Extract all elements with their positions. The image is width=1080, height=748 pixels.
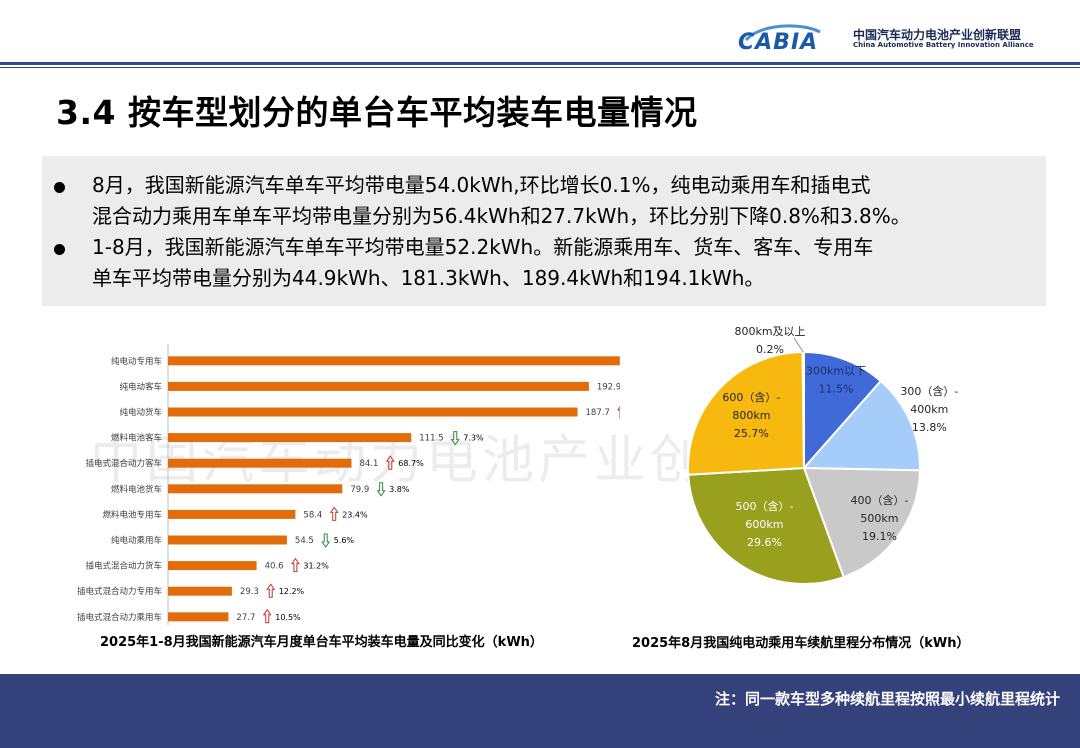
- bar-category-label: 纯电动客车: [119, 381, 162, 392]
- pie-value-label: 29.6%: [747, 536, 782, 549]
- bar-yoy-label: 23.4%: [342, 510, 368, 519]
- bar-yoy-label: 3.8%: [389, 485, 410, 494]
- bar-category-label: 燃料电池货车: [111, 484, 162, 495]
- bar-category-label: 插电式混合动力客车: [85, 458, 162, 469]
- summary-line: 单车平均带电量分别为44.9kWh、181.3kWh、189.4kWh和194.…: [92, 266, 765, 290]
- bar-value-label: 111.5: [419, 434, 443, 444]
- arrow-up-icon: [290, 557, 300, 573]
- bar: [168, 484, 343, 494]
- bar-value-label: 58.4: [303, 510, 322, 520]
- summary-line: 混合动力乘用车单车平均带电量分别为56.4kWh和27.7kWh，环比分别下降0…: [92, 204, 911, 228]
- header-divider-thin: [0, 67, 1080, 68]
- bar-value-label: 187.7: [586, 408, 610, 418]
- pie-slice: [803, 350, 883, 471]
- bar-yoy-label: 10.5%: [275, 613, 301, 622]
- bar: [168, 586, 232, 596]
- arrow-up-icon: [262, 608, 272, 624]
- bar: [168, 407, 578, 417]
- pie-slice: [687, 466, 845, 585]
- pie-category-label: 800km及以上: [734, 326, 805, 338]
- summary-box: 8月，我国新能源汽车单车平均带电量54.0kWh,环比增长0.1%，纯电动乘用车…: [42, 156, 1046, 306]
- pie-category-label: 400km: [910, 403, 948, 416]
- bar-chart: 纯电动专用车207.132.5%纯电动客车192.912.7%纯电动货车187.…: [77, 344, 620, 625]
- bullet-dot-icon: [54, 244, 65, 255]
- bar-yoy-label: 5.6%: [334, 536, 355, 545]
- arrow-up-icon: [617, 406, 620, 419]
- pie-slice: [687, 350, 806, 476]
- bar: [168, 458, 352, 468]
- bar-category-label: 插电式混合动力乘用车: [77, 612, 162, 623]
- pie-category-label: 500km: [860, 512, 898, 525]
- bar: [168, 612, 229, 622]
- org-name-en: China Automotive Battery Innovation Alli…: [853, 41, 1034, 49]
- bar-value-label: 40.6: [265, 562, 284, 572]
- bullet-dot-icon: [54, 182, 65, 193]
- bar-category-label: 纯电动乘用车: [111, 535, 162, 546]
- bar-yoy-label: 12.2%: [279, 587, 305, 596]
- arrow-up-icon: [266, 583, 276, 598]
- arrow-down-icon: [376, 482, 386, 497]
- header-divider: [0, 62, 1080, 65]
- bar-value-label: 84.1: [359, 459, 378, 469]
- summary-line: 1-8月，我国新能源汽车单车平均带电量52.2kWh。新能源乘用车、货车、客车、…: [92, 235, 874, 259]
- pie-value-label: 13.8%: [912, 421, 947, 434]
- pie-category-label: 500（含）-: [735, 499, 793, 513]
- bar-category-label: 燃料电池专用车: [102, 509, 162, 520]
- bar: [168, 535, 287, 545]
- bar-category-label: 插电式混合动力货车: [85, 561, 162, 572]
- bar: [168, 433, 412, 443]
- pie-category-label: 600km: [745, 518, 783, 531]
- bar-category-label: 纯电动货车: [119, 407, 162, 418]
- bar-value-label: 192.9: [597, 382, 620, 392]
- bar-value-label: 79.9: [350, 485, 369, 495]
- pie-slice: [801, 350, 805, 469]
- header-bar: [0, 0, 1080, 62]
- pie-value-label: 11.5%: [819, 382, 854, 395]
- bar-value-label: 29.3: [240, 587, 259, 597]
- pie-value-label: 25.7%: [734, 427, 769, 440]
- pie-chart-caption: 2025年8月我国纯电动乘用车续航里程分布情况（kWh）: [632, 636, 970, 651]
- page-title: 3.4 按车型划分的单台车平均装车电量情况: [56, 93, 698, 132]
- pie-value-label: 0.2%: [756, 343, 784, 356]
- bar-value-label: 54.5: [295, 536, 314, 546]
- pie-category-label: 300（含）-: [900, 384, 958, 398]
- bar-yoy-label: 31.2%: [303, 562, 329, 571]
- bar: [168, 561, 257, 571]
- bar: [168, 356, 620, 366]
- logo-mark: CABIA: [738, 30, 819, 55]
- pie-chart: 300km以下 11.5% 300（含）- 400km 13.8% 400（含）- 500k…: [687, 326, 958, 585]
- footer-bar: 注：同一款车型多种续航里程按照最小续航里程统计: [0, 674, 1080, 748]
- bar-value-label: 27.7: [236, 613, 255, 623]
- pie-category-label: 800km: [732, 409, 770, 422]
- arrow-up-icon: [329, 506, 339, 521]
- bar-category-label: 燃料电池客车: [111, 433, 162, 444]
- bar-category-label: 纯电动专用车: [111, 356, 162, 367]
- bar-category-label: 插电式混合动力专用车: [77, 586, 162, 597]
- bar: [168, 381, 589, 391]
- arrow-up-icon: [385, 455, 395, 470]
- cabia-logo-icon: [744, 24, 821, 42]
- arrow-down-icon: [450, 431, 460, 446]
- pie-value-label: 19.1%: [862, 530, 897, 543]
- bar-yoy-label: 68.7%: [398, 459, 424, 468]
- pie-slice: [801, 379, 921, 472]
- org-name-cn: 中国汽车动力电池产业创新联盟: [853, 28, 1022, 42]
- pie-leader-line: [793, 337, 804, 353]
- bar: [168, 509, 296, 519]
- arrow-down-icon: [321, 533, 331, 548]
- pie-slice: [802, 466, 921, 579]
- bar-chart-caption: 2025年1-8月我国新能源汽车月度单台车平均装车电量及同比变化（kWh）: [100, 635, 543, 650]
- pie-category-label: 300km以下: [806, 364, 866, 377]
- pie-category-label: 400（含）-: [850, 493, 908, 507]
- summary-line: 8月，我国新能源汽车单车平均带电量54.0kWh,环比增长0.1%，纯电动乘用车…: [92, 173, 871, 197]
- bar-yoy-label: 7.3%: [463, 434, 484, 443]
- pie-category-label: 600（含）-: [722, 390, 780, 404]
- footer-note: 注：同一款车型多种续航里程按照最小续航里程统计: [714, 690, 1060, 708]
